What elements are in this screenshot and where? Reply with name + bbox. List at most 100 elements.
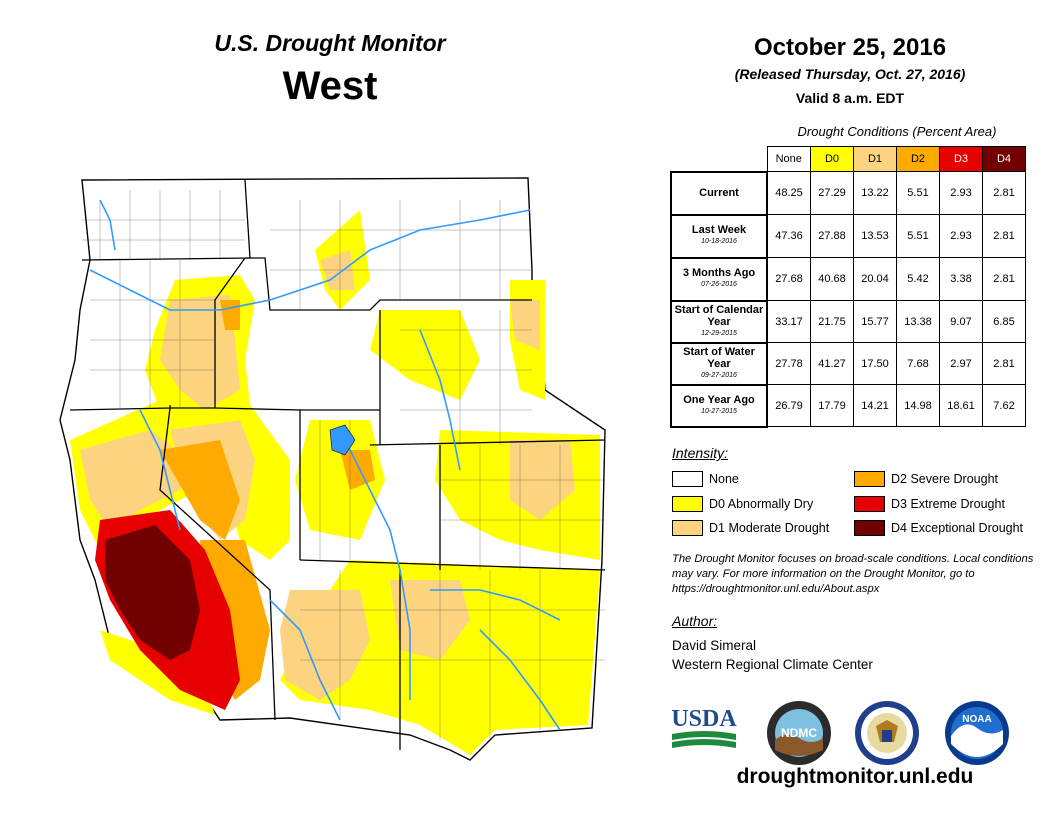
col-d1: D1 <box>853 146 897 172</box>
cell: 7.62 <box>982 384 1026 427</box>
cell: 5.51 <box>896 214 940 258</box>
legend-swatch <box>854 496 885 512</box>
region-title: West <box>282 64 378 108</box>
legend-label: D0 Abnormally Dry <box>709 497 814 511</box>
cell: 27.68 <box>766 257 811 301</box>
table-header-row: None D0 D1 D2 D3 D4 <box>671 146 1026 172</box>
cell: 26.79 <box>766 384 811 427</box>
usda-text: USDA <box>671 706 737 732</box>
row-label: Start of Water Year 09-27-2016 <box>670 341 768 386</box>
author-org: Western Regional Climate Center <box>672 657 873 672</box>
author-name: David Simeral <box>672 638 757 653</box>
cell: 14.98 <box>896 384 940 427</box>
table-row: 3 Months Ago 07-26-2016 27.68 40.68 20.04… <box>670 256 1026 302</box>
usda-logo: USDA <box>671 706 737 748</box>
cell: 5.42 <box>896 257 940 301</box>
cell: 27.78 <box>766 342 811 385</box>
valid-time: Valid 8 a.m. EDT <box>795 90 905 106</box>
legend-swatch <box>672 496 703 512</box>
commerce-seal <box>855 701 919 765</box>
cell: 2.93 <box>939 171 983 215</box>
col-d2: D2 <box>896 146 940 172</box>
table-row: Start of Calendar Year 12-29-2015 33.17 2… <box>670 299 1026 344</box>
cell: 2.81 <box>982 257 1026 301</box>
table-row: One Year Ago 10-27-2015 26.79 17.79 14.21… <box>670 383 1026 428</box>
legend-label: None <box>709 472 739 486</box>
cell: 9.07 <box>939 300 983 343</box>
cell: 47.36 <box>766 214 811 258</box>
row-label: Start of Calendar Year 12-29-2015 <box>670 299 768 344</box>
drought-map <box>59 177 606 761</box>
cell: 2.97 <box>939 342 983 385</box>
header-blank <box>671 147 767 172</box>
legend-swatch <box>854 520 885 536</box>
legend-label: D2 Severe Drought <box>891 472 999 486</box>
map-subtitle: U.S. Drought Monitor <box>214 30 446 56</box>
row-label: 3 Months Ago 07-26-2016 <box>670 256 768 302</box>
cell: 18.61 <box>939 384 983 427</box>
cell: 2.81 <box>982 171 1026 215</box>
cell: 20.04 <box>853 257 897 301</box>
d4-areas <box>105 525 200 660</box>
table-row: Last Week 10-18-2016 47.36 27.88 13.53 5.… <box>670 213 1026 259</box>
cell: 2.81 <box>982 342 1026 385</box>
table-row: Start of Water Year 09-27-2016 27.78 41.2… <box>670 341 1026 386</box>
legend-item-d2: D2 Severe Drought <box>854 471 998 487</box>
col-d3: D3 <box>939 146 983 172</box>
cell: 15.77 <box>853 300 897 343</box>
great-salt-lake <box>329 424 356 456</box>
table-row: Current 48.25 27.29 13.22 5.51 2.93 2.81 <box>670 170 1026 216</box>
col-d4: D4 <box>982 146 1026 172</box>
cell: 48.25 <box>766 171 811 215</box>
col-none: None <box>766 146 811 172</box>
legend-swatch <box>672 471 703 487</box>
cell: 6.85 <box>982 300 1026 343</box>
county-lines <box>82 190 605 740</box>
noaa-logo: NOAA <box>945 701 1009 765</box>
cell: 13.38 <box>896 300 940 343</box>
legend-item-d0: D0 Abnormally Dry <box>672 496 813 512</box>
noaa-text: NOAA <box>962 714 991 725</box>
website-url[interactable]: droughtmonitor.unl.edu <box>736 765 974 788</box>
disclaimer-note: The Drought Monitor focuses on broad-sca… <box>672 553 1034 595</box>
cell: 17.50 <box>853 342 897 385</box>
row-label: Current <box>670 170 768 216</box>
legend-item-d4: D4 Exceptional Drought <box>854 520 1023 536</box>
cell: 13.53 <box>853 214 897 258</box>
legend-item-d3: D3 Extreme Drought <box>854 496 1005 512</box>
legend-label: D1 Moderate Drought <box>709 521 830 535</box>
state-boundaries <box>69 179 606 750</box>
legend-label: D4 Exceptional Drought <box>891 521 1024 535</box>
col-d0: D0 <box>810 146 854 172</box>
author-heading: Author: <box>672 613 718 629</box>
row-label: One Year Ago 10-27-2015 <box>670 383 768 428</box>
legend-label: D3 Extreme Drought <box>891 497 1005 511</box>
legend-title: Intensity: <box>672 445 729 461</box>
legend-item-none: None <box>672 471 739 487</box>
cell: 27.88 <box>810 214 854 258</box>
cell: 41.27 <box>810 342 854 385</box>
cell: 13.22 <box>853 171 897 215</box>
cell: 27.29 <box>810 171 854 215</box>
legend-swatch <box>672 520 703 536</box>
cell: 17.79 <box>810 384 854 427</box>
legend-swatch <box>854 471 885 487</box>
row-label: Last Week 10-18-2016 <box>670 213 768 259</box>
cell: 14.21 <box>853 384 897 427</box>
release-date: (Released Thursday, Oct. 27, 2016) <box>734 66 966 82</box>
map-date: October 25, 2016 <box>753 34 947 61</box>
cell: 5.51 <box>896 171 940 215</box>
table-caption: Drought Conditions (Percent Area) <box>797 124 997 139</box>
drought-stats-table: None D0 D1 D2 D3 D4 Current 48.25 27.29 … <box>670 146 1026 428</box>
ndmc-logo: NDMC <box>767 701 831 765</box>
ndmc-text: NDMC <box>781 726 817 740</box>
author-block: David Simeral Western Regional Climate C… <box>672 636 873 674</box>
cell: 2.93 <box>939 214 983 258</box>
cell: 7.68 <box>896 342 940 385</box>
cell: 21.75 <box>810 300 854 343</box>
rivers <box>89 199 561 731</box>
cell: 3.38 <box>939 257 983 301</box>
cell: 40.68 <box>810 257 854 301</box>
cell: 33.17 <box>766 300 811 343</box>
cell: 2.81 <box>982 214 1026 258</box>
